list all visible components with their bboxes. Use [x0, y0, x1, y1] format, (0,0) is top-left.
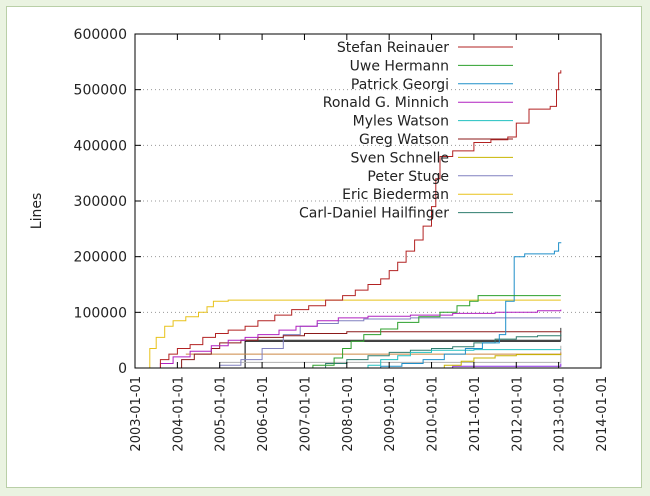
series-line — [308, 334, 562, 369]
y-tick-label: 0 — [118, 361, 127, 377]
x-tick-label: 2011-01-01 — [468, 376, 483, 452]
series-line — [207, 317, 561, 369]
chart-frame: 0 100000 200000 300000 400000 500000 600000 20… — [6, 6, 642, 488]
series-line — [147, 299, 561, 369]
series-lines — [147, 70, 562, 369]
y-tick-label: 500000 — [74, 83, 127, 99]
x-tick-label: 2014-01-01 — [595, 376, 610, 452]
legend-label: Stefan Reinauer — [337, 40, 449, 56]
y-axis-label: Lines — [29, 193, 45, 229]
line-chart: 0 100000 200000 300000 400000 500000 600000 20… — [29, 27, 610, 452]
y-ticks: 0 100000 200000 300000 400000 500000 600000 — [74, 27, 601, 377]
legend-label: Eric Biederman — [342, 187, 449, 203]
legend-label: Carl-Daniel Hailfinger — [299, 206, 449, 222]
y-tick-label: 100000 — [74, 305, 127, 321]
x-tick-label: 2003-01-01 — [129, 376, 144, 452]
legend-label: Sven Schnelle — [351, 150, 449, 166]
x-tick-label: 2006-01-01 — [256, 376, 271, 452]
y-tick-label: 400000 — [74, 138, 127, 154]
legend-label: Patrick Georgi — [351, 77, 449, 93]
legend-label: Uwe Hermann — [350, 58, 449, 74]
series-line — [151, 309, 562, 369]
x-tick-label: 2008-01-01 — [341, 376, 356, 452]
y-tick-label: 600000 — [74, 27, 127, 43]
legend: Stefan Reinauer Uwe Hermann Patrick Georgi… — [299, 40, 513, 222]
x-tick-label: 2005-01-01 — [214, 376, 229, 452]
y-tick-label: 300000 — [74, 194, 127, 210]
x-tick-label: 2012-01-01 — [510, 376, 525, 452]
x-tick-label: 2007-01-01 — [299, 376, 314, 452]
x-tick-label: 2013-01-01 — [553, 376, 568, 452]
series-line — [363, 242, 562, 369]
y-tick-label: 200000 — [74, 250, 127, 266]
legend-label: Myles Watson — [353, 114, 449, 130]
x-tick-label: 2004-01-01 — [171, 376, 186, 452]
series-line — [414, 363, 562, 369]
x-tick-label: 2009-01-01 — [383, 376, 398, 452]
series-line — [296, 295, 561, 369]
series-line — [185, 352, 562, 355]
x-ticks: 2003-01-01 2004-01-01 2005-01-01 2006-01-01… — [129, 34, 610, 452]
series-line — [154, 70, 562, 369]
legend-label: Peter Stuge — [367, 169, 449, 185]
x-tick-label: 2010-01-01 — [426, 376, 441, 452]
legend-label: Greg Watson — [359, 132, 449, 148]
series-line — [219, 345, 562, 363]
legend-label: Ronald G. Minnich — [323, 95, 449, 111]
series-line — [355, 349, 561, 369]
series-line — [427, 354, 562, 369]
